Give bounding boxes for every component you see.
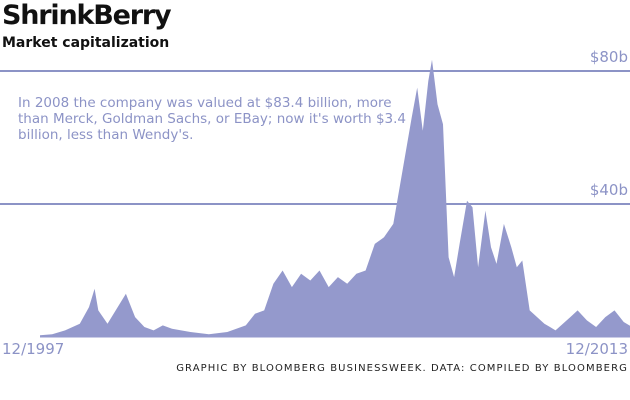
y-tick-label-80b: $80b [589,48,628,66]
y-tick-label-40b: $40b [589,181,628,199]
chart-title: ShrinkBerry [2,0,172,31]
gridlines [0,70,630,205]
market-cap-area [40,59,630,337]
source-credit: GRAPHIC BY BLOOMBERG BUSINESSWEEK. DATA:… [176,363,628,374]
chart-subtitle: Market capitalization [2,35,170,51]
chart-area-layer [40,59,630,337]
x-tick-label-start: 12/1997 [2,340,65,358]
chart-annotation: In 2008 the company was valued at $83.4 … [18,95,407,143]
x-tick-label-end: 12/2013 [565,340,628,358]
